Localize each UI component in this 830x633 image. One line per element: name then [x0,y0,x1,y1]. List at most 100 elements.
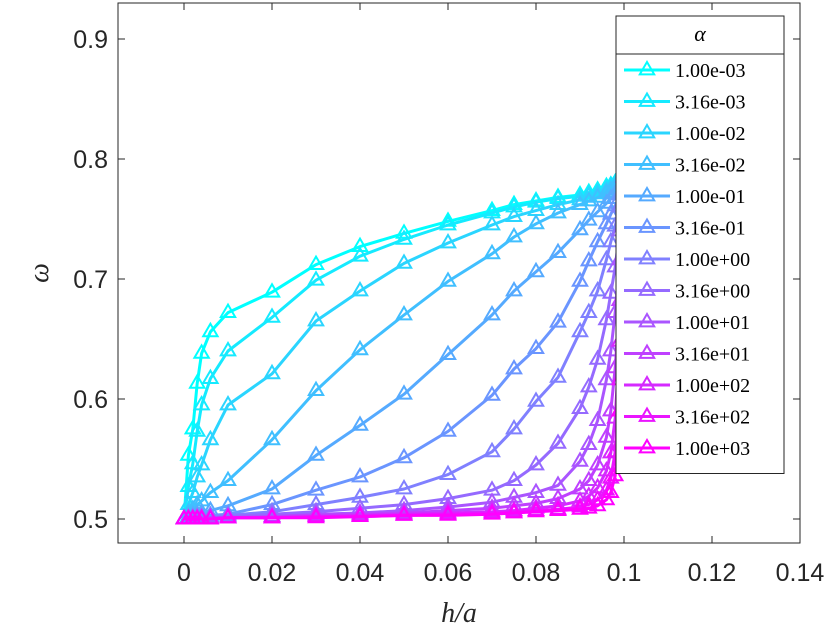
x-tick-label: 0.1 [607,559,642,587]
legend-item: 3.16e+01 [624,344,750,366]
legend-item: 1.00e+00 [624,249,750,271]
data-point-marker [219,470,237,486]
data-point-marker [483,385,501,401]
legend-label: 3.16e-01 [675,218,746,240]
data-point-marker [505,206,523,222]
legend-label: 3.16e+00 [675,281,750,303]
legend-swatch-marker [638,154,656,170]
data-point-marker [597,480,616,496]
y-tick-label: 0.9 [73,26,108,54]
x-tick-label: 0.02 [248,559,297,587]
data-point-marker [219,302,237,318]
data-point-marker [439,271,457,287]
data-point-marker [483,200,501,216]
data-point-marker [571,398,589,414]
data-point-marker [351,415,369,431]
data-point-marker [601,231,620,248]
data-point-marker [351,246,369,262]
legend-label: 3.16e-02 [675,155,746,177]
data-point-marker [571,321,589,338]
legend-swatch-marker [638,312,656,328]
data-point-marker [505,419,523,435]
data-point-marker [395,253,413,269]
data-point-marker [439,233,457,249]
data-point-marker [183,453,202,470]
data-point-marker [549,367,567,383]
data-point-marker [219,395,237,411]
data-point-marker [307,507,325,524]
data-point-marker [351,236,369,252]
legend-swatch-marker [638,438,656,454]
data-point-marker [601,283,620,299]
y-tick-label: 0.6 [73,386,108,414]
legend-label: 1.00e-02 [675,123,746,145]
data-point-marker [571,271,589,287]
data-point-marker [527,213,545,230]
data-point-marker [188,467,207,483]
data-point-marker [588,187,607,203]
data-point-marker [263,363,281,380]
data-point-marker [307,380,325,396]
data-point-marker [263,307,281,323]
data-point-marker [527,192,545,208]
data-point-marker [601,482,620,498]
data-point-marker [505,281,523,297]
legend-label: 3.16e+02 [675,407,750,429]
legend-swatch-marker [638,249,656,265]
data-point-marker [201,429,220,446]
data-point-marker [588,231,607,248]
data-point-marker [579,434,598,450]
legend-item: 3.16e+02 [624,407,750,429]
legend-swatch-marker [638,186,656,202]
data-point-marker [549,242,567,258]
data-point-marker [395,505,413,521]
y-tick-label: 0.7 [73,266,108,294]
data-point-marker [597,249,616,266]
legend-label: 1.00e+00 [675,249,750,271]
legend-label: 1.00e+02 [675,375,750,397]
data-point-marker [579,210,598,226]
legend-swatch-marker [638,60,656,76]
y-tick-label: 0.5 [73,506,108,534]
data-point-marker [588,201,607,218]
data-point-marker [588,455,607,471]
data-point-marker [395,447,413,464]
data-point-marker [219,341,237,357]
y-tick-label: 0.8 [73,146,108,174]
data-point-marker [505,470,523,486]
data-point-marker [351,281,369,297]
legend-box [615,15,785,474]
data-point-marker [439,344,457,360]
data-point-marker [179,445,198,461]
x-tick-label: 0.12 [688,559,737,587]
data-point-marker [439,464,457,480]
data-point-marker [201,482,220,498]
data-point-marker [527,338,545,354]
data-point-marker [307,311,325,327]
data-point-marker [351,506,369,522]
data-point-marker [505,503,523,519]
x-tick-label: 0 [177,559,191,587]
x-axis-label: h/a [441,598,477,629]
legend-swatch-marker [638,280,656,296]
data-point-marker [549,188,567,204]
data-point-marker [588,410,607,426]
data-point-marker [188,373,207,389]
legend-label: 1.00e+01 [675,312,750,334]
data-point-marker [505,197,523,213]
data-point-marker [549,194,567,210]
data-point-marker [483,243,501,260]
data-point-marker [219,507,237,524]
legend-label: 1.00e+03 [675,438,750,460]
legend-item: 3.16e+00 [624,281,750,303]
data-point-marker [549,312,567,328]
data-point-marker [439,505,457,521]
data-point-marker [527,391,545,407]
data-point-marker [579,470,598,486]
legend-swatch-marker [638,375,656,391]
data-point-marker [192,395,211,411]
legend-swatch-marker [638,123,656,139]
data-point-marker [527,455,545,471]
data-point-marker [597,193,616,209]
